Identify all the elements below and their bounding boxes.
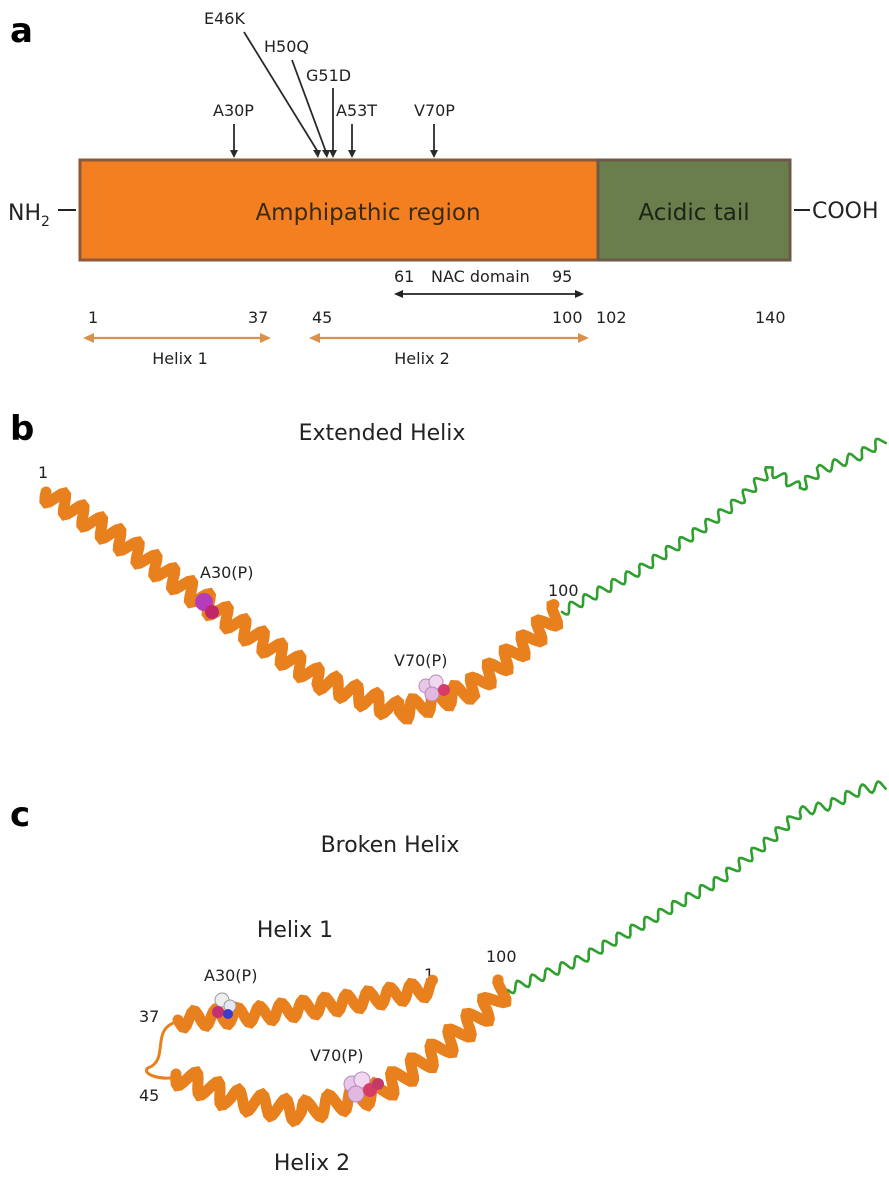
nac-end-label: 95: [552, 267, 572, 286]
acidic-tail-box: [596, 158, 792, 262]
amphipathic-region-box: [78, 158, 600, 262]
nac-domain-label: NAC domain: [431, 267, 530, 286]
panel-b-title: Extended Helix: [299, 421, 466, 446]
panel-c-helix2-label: Helix 2: [274, 1151, 350, 1176]
amphipathic-region-label: Amphipathic region: [255, 200, 480, 226]
position-140: 140: [755, 308, 786, 327]
panel-c: c Broken Helix Helix 1 Helix 2 A30(P) V7…: [10, 780, 887, 1176]
nac-start-label: 61: [394, 267, 414, 286]
position-45: 45: [312, 308, 332, 327]
acidic-tail-label: Acidic tail: [638, 200, 749, 226]
panel-c-label-37: 37: [139, 1007, 159, 1026]
panel-a-letter: a: [10, 11, 33, 51]
acidic-tail-coil-c: [506, 780, 887, 995]
position-100: 100: [552, 308, 583, 327]
arrowhead-h50q: [322, 150, 330, 158]
position-37: 37: [248, 308, 268, 327]
helix2-label: Helix 2: [394, 349, 450, 368]
arrowhead-e46k: [313, 150, 321, 158]
panel-c-mutation-a30p: A30(P): [204, 966, 257, 985]
n-terminus-label: NH2: [8, 201, 50, 230]
mutation-label-g51d: G51D: [306, 66, 351, 85]
panel-c-label-1: 1: [424, 965, 434, 984]
mutation-label-v70p: V70P: [414, 101, 455, 120]
panel-c-title: Broken Helix: [321, 833, 460, 858]
panel-b-mutation-v70p: V70(P): [394, 651, 447, 670]
panel-b-letter: b: [10, 409, 34, 449]
panel-b-start-label: 1: [38, 463, 48, 482]
panel-c-label-100: 100: [486, 947, 517, 966]
v70p-residue-sphere-b: [418, 674, 450, 702]
arrowhead-a30p: [230, 150, 238, 158]
a30p-residue-sphere-c: [212, 992, 237, 1019]
position-1: 1: [88, 308, 98, 327]
acidic-tail-coil-b: [560, 437, 888, 616]
mutation-pointer-h50q: [291, 59, 327, 153]
panel-a: a E46K H50Q G51D A53T A30P V70P NH2: [8, 9, 879, 368]
panel-c-helix1-label: Helix 1: [257, 918, 333, 943]
position-102: 102: [596, 308, 627, 327]
panel-c-letter: c: [10, 795, 30, 835]
arrowhead-v70p: [430, 150, 438, 158]
arrowhead-a53t: [348, 150, 356, 158]
mutation-label-h50q: H50Q: [264, 37, 309, 56]
extended-helix-ribbon: [39, 486, 564, 725]
panel-c-label-45: 45: [139, 1086, 159, 1105]
arrowhead-g51d: [329, 150, 337, 158]
mutation-label-e46k: E46K: [204, 9, 245, 28]
panel-b-mutation-a30p: A30(P): [200, 563, 253, 582]
panel-c-mutation-v70p: V70(P): [310, 1046, 363, 1065]
mutation-label-a53t: A53T: [336, 101, 377, 120]
panel-b: b Extended Helix 1 100 A30(P) V70(P): [10, 409, 888, 725]
v70p-residue-sphere-c: [343, 1071, 384, 1103]
helix1-label: Helix 1: [152, 349, 208, 368]
c-terminus-label: COOH: [812, 199, 879, 224]
a30p-residue-sphere-b: [195, 593, 219, 619]
interhelix-loop: [144, 1020, 179, 1080]
mutation-label-a30p: A30P: [213, 101, 254, 120]
panel-b-end-label: 100: [548, 581, 579, 600]
mutation-pointer-e46k: [243, 31, 319, 153]
